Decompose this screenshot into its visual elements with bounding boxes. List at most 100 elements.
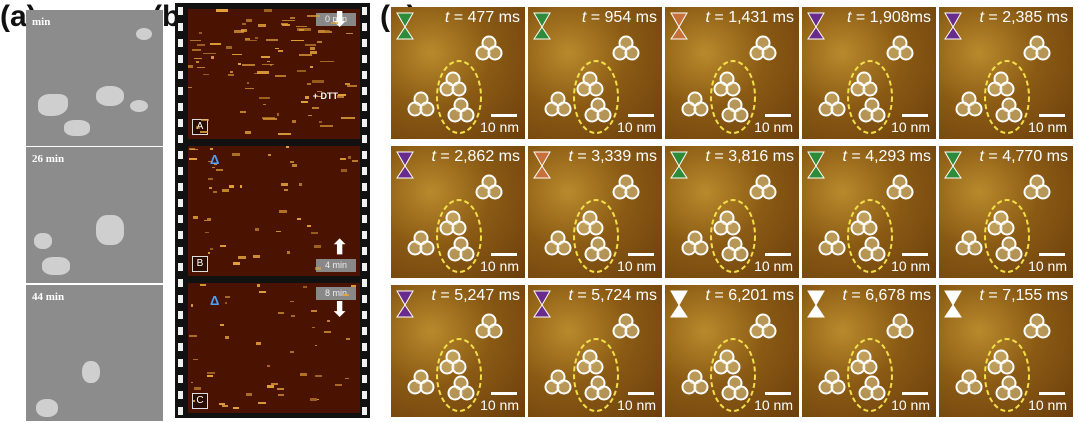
afm-speck bbox=[257, 24, 266, 27]
afm-speck bbox=[290, 40, 305, 42]
dimer-ellipse bbox=[573, 338, 619, 412]
afm-speck bbox=[351, 284, 357, 287]
triangle-marker-icon bbox=[670, 151, 688, 168]
afm-speck bbox=[262, 103, 267, 105]
afm-speck bbox=[202, 53, 217, 55]
trimer-subunit bbox=[870, 107, 886, 123]
scale-bar bbox=[628, 392, 654, 395]
scale-bar bbox=[765, 114, 791, 117]
triangle-marker-icon bbox=[944, 290, 962, 307]
trimer-overlay bbox=[533, 290, 640, 412]
afm-speck bbox=[276, 112, 279, 116]
afm-speck bbox=[316, 40, 322, 44]
frame-time: t = 3,816 ms bbox=[705, 148, 795, 165]
panel-a-time: 44 min bbox=[32, 291, 65, 303]
trimer-subunit bbox=[870, 246, 886, 262]
film-perforation bbox=[362, 71, 367, 79]
scale-label: 10 nm bbox=[480, 119, 519, 135]
trimer-subunit bbox=[898, 323, 914, 339]
afm-speck bbox=[290, 314, 296, 317]
triangle-marker-icon bbox=[944, 165, 962, 179]
panel-b-frame-a: 0 min ⬇ + DTT A bbox=[188, 9, 360, 139]
film-perforation bbox=[362, 183, 367, 191]
triangle-marker-icon bbox=[944, 12, 962, 29]
frame-time-value: 6,201 ms bbox=[728, 287, 794, 304]
afm-speck bbox=[319, 125, 334, 127]
delta-marker: Δ bbox=[210, 293, 220, 308]
scale-bar bbox=[902, 114, 928, 117]
triangle-marker-icon bbox=[944, 151, 962, 168]
triangle-marker-icon bbox=[396, 165, 414, 179]
trimer-subunit bbox=[761, 184, 777, 200]
trimer-subunit bbox=[830, 240, 846, 256]
film-perforation bbox=[178, 295, 183, 303]
frame-time: t = 6,201 ms bbox=[705, 287, 795, 304]
afm-speck bbox=[192, 216, 198, 219]
afm-speck bbox=[315, 267, 321, 270]
scale-bar bbox=[1039, 392, 1065, 395]
frame-time: t = 6,678 ms bbox=[842, 287, 932, 304]
triangle-marker-icon bbox=[670, 26, 688, 40]
trimer-overlay bbox=[533, 151, 640, 273]
afm-speck bbox=[193, 57, 202, 59]
afm-speck bbox=[278, 50, 284, 52]
trimer-subunit bbox=[624, 323, 640, 339]
dimer-ellipse bbox=[984, 199, 1030, 273]
dimer-ellipse bbox=[710, 338, 756, 412]
triangle-marker-icon bbox=[807, 12, 825, 29]
afm-speck bbox=[311, 80, 325, 84]
frame-time: t = 1,908ms bbox=[846, 9, 931, 26]
hs-afm-frame: t = 3,816 ms 10 nm bbox=[665, 146, 799, 278]
afm-speck bbox=[267, 154, 272, 156]
afm-speck bbox=[238, 256, 246, 259]
afm-speck bbox=[311, 231, 319, 235]
afm-speck bbox=[222, 189, 229, 192]
trimer-subunit bbox=[596, 107, 612, 123]
afm-speck bbox=[266, 385, 275, 388]
trimer-subunit bbox=[556, 240, 572, 256]
afm-speck bbox=[254, 72, 260, 75]
afm-speck bbox=[316, 91, 323, 93]
scale-bar bbox=[628, 114, 654, 117]
afm-speck bbox=[240, 185, 243, 188]
afm-speck bbox=[193, 387, 202, 391]
frame-time: t = 2,862 ms bbox=[431, 148, 521, 165]
trimer-subunit bbox=[487, 45, 503, 61]
afm-speck bbox=[234, 30, 245, 34]
triangle-marker-icon bbox=[807, 151, 825, 168]
afm-speck bbox=[262, 63, 275, 66]
dimer-ellipse bbox=[847, 199, 893, 273]
triangle-marker-icon bbox=[944, 304, 962, 318]
film-perforation bbox=[362, 39, 367, 47]
trimer-subunit bbox=[830, 101, 846, 117]
panel-b-letter: B bbox=[192, 256, 208, 272]
frame-time-value: 1,431 ms bbox=[728, 9, 794, 26]
trimer-subunit bbox=[419, 240, 435, 256]
scale-label: 10 nm bbox=[1028, 397, 1067, 413]
trimer-subunit bbox=[898, 45, 914, 61]
afm-speck bbox=[301, 101, 308, 103]
frame-time: t = 4,293 ms bbox=[842, 148, 932, 165]
triangle-marker-icon bbox=[396, 12, 414, 29]
film-perforation bbox=[362, 375, 367, 383]
film-perforation bbox=[178, 279, 183, 287]
hs-afm-frame: t = 2,862 ms 10 nm bbox=[391, 146, 525, 278]
afm-speck bbox=[190, 39, 201, 41]
afm-speck bbox=[240, 28, 248, 32]
afm-speck bbox=[266, 365, 270, 368]
trimer-subunit bbox=[1035, 323, 1051, 339]
afm-speck bbox=[245, 393, 252, 396]
afm-speck bbox=[260, 56, 270, 59]
film-perforation bbox=[362, 87, 367, 95]
afm-speck bbox=[275, 48, 280, 50]
trimer-subunit bbox=[693, 240, 709, 256]
scale-label: 10 nm bbox=[754, 258, 793, 274]
trimer-subunit bbox=[967, 101, 983, 117]
triangle-marker-icon bbox=[670, 12, 688, 29]
trimer-subunit bbox=[725, 81, 741, 97]
afm-speck bbox=[325, 30, 330, 32]
frame-time: t = 5,247 ms bbox=[431, 287, 521, 304]
triangle-marker-icon bbox=[670, 165, 688, 179]
trimer-subunit bbox=[761, 323, 777, 339]
trimer-subunit bbox=[624, 184, 640, 200]
